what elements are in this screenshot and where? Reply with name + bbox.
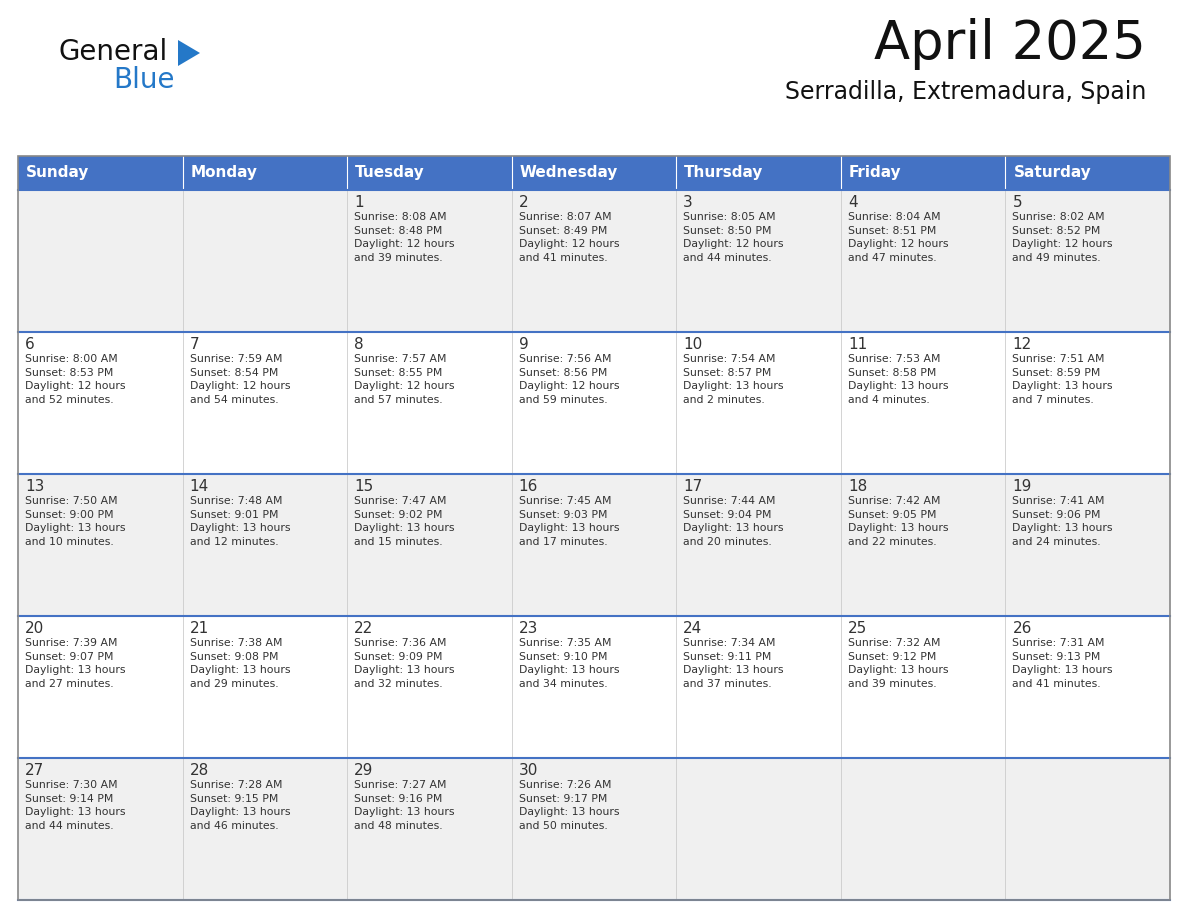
Text: Sunrise: 7:50 AM
Sunset: 9:00 PM
Daylight: 13 hours
and 10 minutes.: Sunrise: 7:50 AM Sunset: 9:00 PM Dayligh… [25, 496, 126, 547]
Text: 25: 25 [848, 621, 867, 636]
Text: 28: 28 [190, 763, 209, 778]
Text: Sunrise: 7:28 AM
Sunset: 9:15 PM
Daylight: 13 hours
and 46 minutes.: Sunrise: 7:28 AM Sunset: 9:15 PM Dayligh… [190, 780, 290, 831]
Text: Sunrise: 7:41 AM
Sunset: 9:06 PM
Daylight: 13 hours
and 24 minutes.: Sunrise: 7:41 AM Sunset: 9:06 PM Dayligh… [1012, 496, 1113, 547]
Text: Sunrise: 7:36 AM
Sunset: 9:09 PM
Daylight: 13 hours
and 32 minutes.: Sunrise: 7:36 AM Sunset: 9:09 PM Dayligh… [354, 638, 455, 688]
Text: 10: 10 [683, 337, 702, 352]
Text: 15: 15 [354, 479, 373, 494]
Text: 9: 9 [519, 337, 529, 352]
Text: 8: 8 [354, 337, 364, 352]
Text: 11: 11 [848, 337, 867, 352]
Text: Sunday: Sunday [26, 165, 89, 181]
Text: Sunrise: 7:47 AM
Sunset: 9:02 PM
Daylight: 13 hours
and 15 minutes.: Sunrise: 7:47 AM Sunset: 9:02 PM Dayligh… [354, 496, 455, 547]
Text: 18: 18 [848, 479, 867, 494]
Text: Sunrise: 7:39 AM
Sunset: 9:07 PM
Daylight: 13 hours
and 27 minutes.: Sunrise: 7:39 AM Sunset: 9:07 PM Dayligh… [25, 638, 126, 688]
Text: Sunrise: 7:26 AM
Sunset: 9:17 PM
Daylight: 13 hours
and 50 minutes.: Sunrise: 7:26 AM Sunset: 9:17 PM Dayligh… [519, 780, 619, 831]
Text: Tuesday: Tuesday [355, 165, 425, 181]
Bar [841, 156, 1005, 190]
Text: Sunrise: 7:45 AM
Sunset: 9:03 PM
Daylight: 13 hours
and 17 minutes.: Sunrise: 7:45 AM Sunset: 9:03 PM Dayligh… [519, 496, 619, 547]
Text: 26: 26 [1012, 621, 1032, 636]
Text: 12: 12 [1012, 337, 1031, 352]
Text: Serradilla, Extremadura, Spain: Serradilla, Extremadura, Spain [784, 80, 1146, 104]
Text: 17: 17 [683, 479, 702, 494]
Text: 29: 29 [354, 763, 373, 778]
Text: Sunrise: 8:04 AM
Sunset: 8:51 PM
Daylight: 12 hours
and 47 minutes.: Sunrise: 8:04 AM Sunset: 8:51 PM Dayligh… [848, 212, 948, 263]
Polygon shape [178, 40, 200, 66]
Bar [18, 190, 1170, 332]
Text: Sunrise: 8:02 AM
Sunset: 8:52 PM
Daylight: 12 hours
and 49 minutes.: Sunrise: 8:02 AM Sunset: 8:52 PM Dayligh… [1012, 212, 1113, 263]
Text: 23: 23 [519, 621, 538, 636]
Text: Sunrise: 7:30 AM
Sunset: 9:14 PM
Daylight: 13 hours
and 44 minutes.: Sunrise: 7:30 AM Sunset: 9:14 PM Dayligh… [25, 780, 126, 831]
Text: Thursday: Thursday [684, 165, 764, 181]
Text: Sunrise: 7:32 AM
Sunset: 9:12 PM
Daylight: 13 hours
and 39 minutes.: Sunrise: 7:32 AM Sunset: 9:12 PM Dayligh… [848, 638, 948, 688]
Text: Wednesday: Wednesday [519, 165, 618, 181]
Text: Saturday: Saturday [1013, 165, 1092, 181]
Text: Sunrise: 8:08 AM
Sunset: 8:48 PM
Daylight: 12 hours
and 39 minutes.: Sunrise: 8:08 AM Sunset: 8:48 PM Dayligh… [354, 212, 455, 263]
Text: Friday: Friday [849, 165, 902, 181]
Text: 4: 4 [848, 195, 858, 210]
Text: Sunrise: 7:34 AM
Sunset: 9:11 PM
Daylight: 13 hours
and 37 minutes.: Sunrise: 7:34 AM Sunset: 9:11 PM Dayligh… [683, 638, 784, 688]
Text: 20: 20 [25, 621, 44, 636]
Bar [18, 758, 1170, 900]
Text: 27: 27 [25, 763, 44, 778]
Text: Sunrise: 7:53 AM
Sunset: 8:58 PM
Daylight: 13 hours
and 4 minutes.: Sunrise: 7:53 AM Sunset: 8:58 PM Dayligh… [848, 354, 948, 405]
Text: Sunrise: 7:59 AM
Sunset: 8:54 PM
Daylight: 12 hours
and 54 minutes.: Sunrise: 7:59 AM Sunset: 8:54 PM Dayligh… [190, 354, 290, 405]
Bar [512, 156, 676, 190]
Text: Monday: Monday [190, 165, 258, 181]
Text: Sunrise: 7:57 AM
Sunset: 8:55 PM
Daylight: 12 hours
and 57 minutes.: Sunrise: 7:57 AM Sunset: 8:55 PM Dayligh… [354, 354, 455, 405]
Text: 6: 6 [25, 337, 34, 352]
Bar [676, 156, 841, 190]
Text: Sunrise: 7:38 AM
Sunset: 9:08 PM
Daylight: 13 hours
and 29 minutes.: Sunrise: 7:38 AM Sunset: 9:08 PM Dayligh… [190, 638, 290, 688]
Text: Blue: Blue [113, 66, 175, 94]
Text: General: General [58, 38, 168, 66]
Text: Sunrise: 7:56 AM
Sunset: 8:56 PM
Daylight: 12 hours
and 59 minutes.: Sunrise: 7:56 AM Sunset: 8:56 PM Dayligh… [519, 354, 619, 405]
Text: Sunrise: 7:35 AM
Sunset: 9:10 PM
Daylight: 13 hours
and 34 minutes.: Sunrise: 7:35 AM Sunset: 9:10 PM Dayligh… [519, 638, 619, 688]
Text: Sunrise: 7:48 AM
Sunset: 9:01 PM
Daylight: 13 hours
and 12 minutes.: Sunrise: 7:48 AM Sunset: 9:01 PM Dayligh… [190, 496, 290, 547]
Bar [18, 474, 1170, 616]
Bar [183, 156, 347, 190]
Text: Sunrise: 7:27 AM
Sunset: 9:16 PM
Daylight: 13 hours
and 48 minutes.: Sunrise: 7:27 AM Sunset: 9:16 PM Dayligh… [354, 780, 455, 831]
Text: 2: 2 [519, 195, 529, 210]
Text: 5: 5 [1012, 195, 1022, 210]
Text: 24: 24 [683, 621, 702, 636]
Text: Sunrise: 8:07 AM
Sunset: 8:49 PM
Daylight: 12 hours
and 41 minutes.: Sunrise: 8:07 AM Sunset: 8:49 PM Dayligh… [519, 212, 619, 263]
Text: Sunrise: 7:31 AM
Sunset: 9:13 PM
Daylight: 13 hours
and 41 minutes.: Sunrise: 7:31 AM Sunset: 9:13 PM Dayligh… [1012, 638, 1113, 688]
Text: 13: 13 [25, 479, 44, 494]
Text: 1: 1 [354, 195, 364, 210]
Text: 21: 21 [190, 621, 209, 636]
Bar [18, 156, 183, 190]
Text: 3: 3 [683, 195, 693, 210]
Text: 19: 19 [1012, 479, 1032, 494]
Text: Sunrise: 7:42 AM
Sunset: 9:05 PM
Daylight: 13 hours
and 22 minutes.: Sunrise: 7:42 AM Sunset: 9:05 PM Dayligh… [848, 496, 948, 547]
Text: Sunrise: 8:00 AM
Sunset: 8:53 PM
Daylight: 12 hours
and 52 minutes.: Sunrise: 8:00 AM Sunset: 8:53 PM Dayligh… [25, 354, 126, 405]
Text: Sunrise: 7:51 AM
Sunset: 8:59 PM
Daylight: 13 hours
and 7 minutes.: Sunrise: 7:51 AM Sunset: 8:59 PM Dayligh… [1012, 354, 1113, 405]
Bar [1005, 156, 1170, 190]
Bar [18, 332, 1170, 474]
Text: 22: 22 [354, 621, 373, 636]
Bar [18, 156, 1170, 900]
Text: 30: 30 [519, 763, 538, 778]
Text: April 2025: April 2025 [874, 18, 1146, 70]
Bar [347, 156, 512, 190]
Text: Sunrise: 7:54 AM
Sunset: 8:57 PM
Daylight: 13 hours
and 2 minutes.: Sunrise: 7:54 AM Sunset: 8:57 PM Dayligh… [683, 354, 784, 405]
Text: 16: 16 [519, 479, 538, 494]
Text: Sunrise: 8:05 AM
Sunset: 8:50 PM
Daylight: 12 hours
and 44 minutes.: Sunrise: 8:05 AM Sunset: 8:50 PM Dayligh… [683, 212, 784, 263]
Text: 14: 14 [190, 479, 209, 494]
Bar [18, 616, 1170, 758]
Text: Sunrise: 7:44 AM
Sunset: 9:04 PM
Daylight: 13 hours
and 20 minutes.: Sunrise: 7:44 AM Sunset: 9:04 PM Dayligh… [683, 496, 784, 547]
Text: 7: 7 [190, 337, 200, 352]
